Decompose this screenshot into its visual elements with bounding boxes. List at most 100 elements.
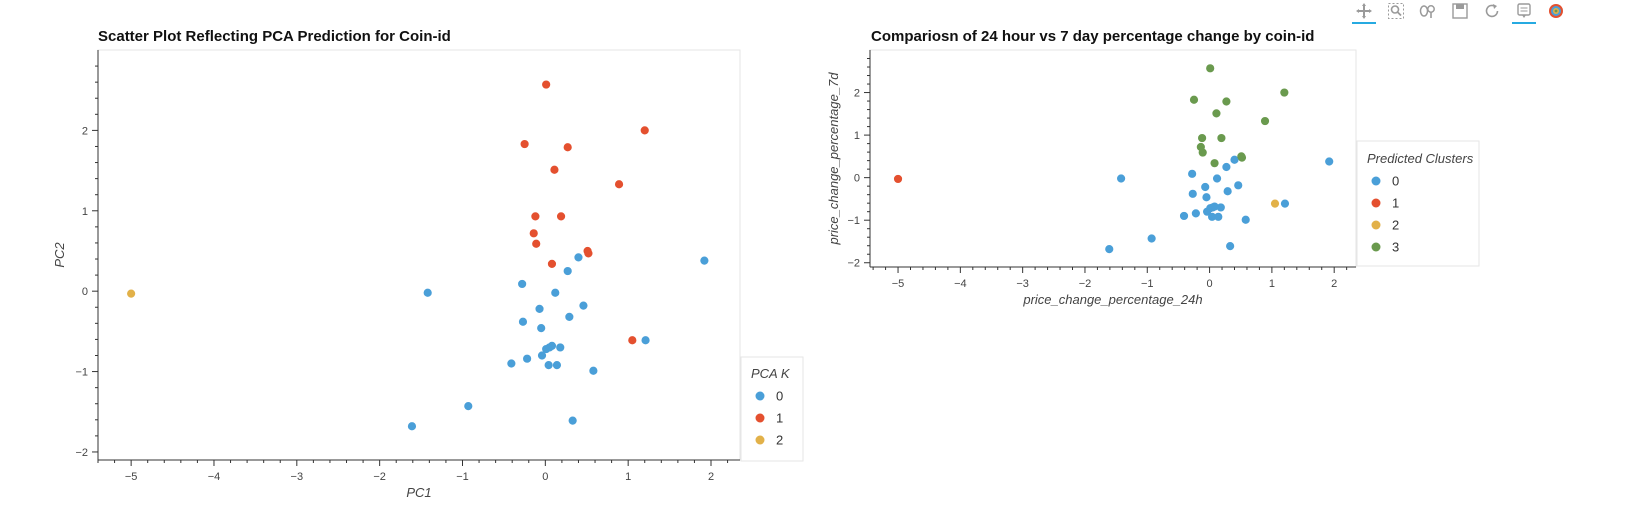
reset-icon <box>1485 4 1499 18</box>
legend-label[interactable]: 2 <box>776 433 783 448</box>
data-point-cluster-0[interactable] <box>1188 169 1197 178</box>
x-tick-label: 0 <box>1207 278 1213 290</box>
data-point-cluster-1[interactable] <box>547 259 557 268</box>
legend-swatch[interactable] <box>755 413 765 423</box>
data-point-cluster-0[interactable] <box>507 359 516 368</box>
data-point-cluster-1[interactable] <box>640 126 649 135</box>
data-point-cluster-2[interactable] <box>1270 199 1280 208</box>
data-point-cluster-0[interactable] <box>1216 203 1225 212</box>
data-point-cluster-3[interactable] <box>1217 133 1226 143</box>
data-point-cluster-0[interactable] <box>1212 174 1222 183</box>
data-point-cluster-0[interactable] <box>1223 187 1232 196</box>
pan-tool-button[interactable] <box>1352 0 1376 24</box>
reset-tool-button[interactable] <box>1480 0 1504 24</box>
data-point-cluster-0[interactable] <box>589 366 598 375</box>
data-point-cluster-3[interactable] <box>1198 148 1207 157</box>
legend-label[interactable]: 2 <box>1392 218 1399 233</box>
data-point-cluster-0[interactable] <box>579 301 588 310</box>
data-point-cluster-0[interactable] <box>1105 245 1114 254</box>
data-point-cluster-0[interactable] <box>563 266 572 276</box>
data-point-cluster-0[interactable] <box>551 288 560 297</box>
wheel-zoom-tool-button[interactable] <box>1416 0 1440 24</box>
x-tick-label: −3 <box>1016 278 1029 290</box>
data-point-cluster-0[interactable] <box>518 317 528 326</box>
hover-tool-button[interactable] <box>1512 0 1536 24</box>
data-point-cluster-0[interactable] <box>641 336 650 345</box>
data-point-cluster-0[interactable] <box>423 288 432 297</box>
data-point-cluster-0[interactable] <box>518 279 527 289</box>
data-point-cluster-0[interactable] <box>535 304 544 313</box>
data-point-cluster-0[interactable] <box>407 422 417 431</box>
chart-title: Compariosn of 24 hour vs 7 day percentag… <box>871 28 1314 45</box>
data-point-cluster-0[interactable] <box>700 256 709 265</box>
data-point-cluster-1[interactable] <box>628 336 637 345</box>
data-point-cluster-0[interactable] <box>1241 215 1250 224</box>
data-point-cluster-1[interactable] <box>556 212 566 221</box>
data-point-cluster-0[interactable] <box>1117 174 1126 183</box>
legend-swatch[interactable] <box>1371 242 1381 252</box>
data-point-cluster-0[interactable] <box>547 341 557 350</box>
data-point-cluster-3[interactable] <box>1280 88 1289 97</box>
data-point-cluster-0[interactable] <box>464 402 473 411</box>
data-point-cluster-0[interactable] <box>565 312 574 322</box>
legend-swatch[interactable] <box>1371 176 1381 186</box>
data-point-cluster-3[interactable] <box>1212 109 1221 118</box>
data-point-cluster-0[interactable] <box>523 354 532 363</box>
data-point-cluster-1[interactable] <box>563 143 572 152</box>
data-point-cluster-0[interactable] <box>1202 193 1211 202</box>
data-point-cluster-1[interactable] <box>893 174 903 184</box>
data-point-cluster-0[interactable] <box>1230 155 1239 164</box>
legend-swatch[interactable] <box>1371 198 1381 208</box>
data-point-cluster-0[interactable] <box>1179 211 1189 221</box>
legend-label[interactable]: 3 <box>1392 240 1399 255</box>
data-point-cluster-3[interactable] <box>1210 159 1219 168</box>
data-point-cluster-3[interactable] <box>1260 116 1270 126</box>
data-point-cluster-1[interactable] <box>520 139 529 149</box>
data-point-cluster-3[interactable] <box>1237 153 1247 162</box>
data-point-cluster-0[interactable] <box>1234 181 1243 190</box>
x-tick-label: −1 <box>1141 278 1154 290</box>
data-point-cluster-0[interactable] <box>544 361 553 370</box>
data-point-cluster-3[interactable] <box>1206 64 1215 73</box>
data-point-cluster-1[interactable] <box>614 180 624 189</box>
data-point-cluster-0[interactable] <box>574 253 583 262</box>
data-point-cluster-0[interactable] <box>537 324 546 333</box>
data-point-cluster-0[interactable] <box>1214 212 1223 221</box>
data-point-cluster-0[interactable] <box>1325 157 1334 166</box>
data-point-cluster-1[interactable] <box>532 239 541 248</box>
data-point-cluster-0[interactable] <box>1222 162 1231 172</box>
data-point-cluster-2[interactable] <box>127 289 136 298</box>
data-point-cluster-3[interactable] <box>1189 95 1199 104</box>
wheel-zoom-icon <box>1419 5 1435 18</box>
legend-label[interactable]: 1 <box>776 411 783 426</box>
data-point-cluster-0[interactable] <box>1191 209 1200 218</box>
data-point-cluster-0[interactable] <box>556 343 565 352</box>
legend-label[interactable]: 0 <box>1392 174 1399 189</box>
data-point-cluster-0[interactable] <box>1188 189 1197 198</box>
save-icon <box>1452 3 1468 19</box>
data-point-cluster-0[interactable] <box>1226 242 1235 251</box>
legend-label[interactable]: 0 <box>776 389 783 404</box>
data-point-cluster-0[interactable] <box>537 351 547 360</box>
data-point-cluster-0[interactable] <box>568 416 577 425</box>
save-tool-button[interactable] <box>1448 0 1472 24</box>
legend-label[interactable]: 1 <box>1392 196 1399 211</box>
data-point-cluster-0[interactable] <box>1201 182 1210 192</box>
data-point-cluster-1[interactable] <box>550 165 559 174</box>
data-point-cluster-1[interactable] <box>531 212 540 221</box>
data-point-cluster-3[interactable] <box>1198 133 1207 143</box>
data-point-cluster-1[interactable] <box>529 229 538 238</box>
legend-swatch[interactable] <box>1371 220 1381 230</box>
y-tick-label: −2 <box>847 258 860 270</box>
legend-swatch[interactable] <box>755 391 765 401</box>
legend-title: PCA K <box>751 366 791 381</box>
data-point-cluster-1[interactable] <box>542 80 551 89</box>
data-point-cluster-0[interactable] <box>1280 199 1290 208</box>
legend-swatch[interactable] <box>755 435 765 445</box>
data-point-cluster-0[interactable] <box>552 361 562 370</box>
data-point-cluster-3[interactable] <box>1222 97 1231 106</box>
data-point-cluster-1[interactable] <box>584 249 593 258</box>
data-point-cluster-0[interactable] <box>1147 234 1156 243</box>
bokeh-logo-tool-button[interactable] <box>1544 0 1568 24</box>
box-zoom-tool-button[interactable] <box>1384 0 1408 24</box>
